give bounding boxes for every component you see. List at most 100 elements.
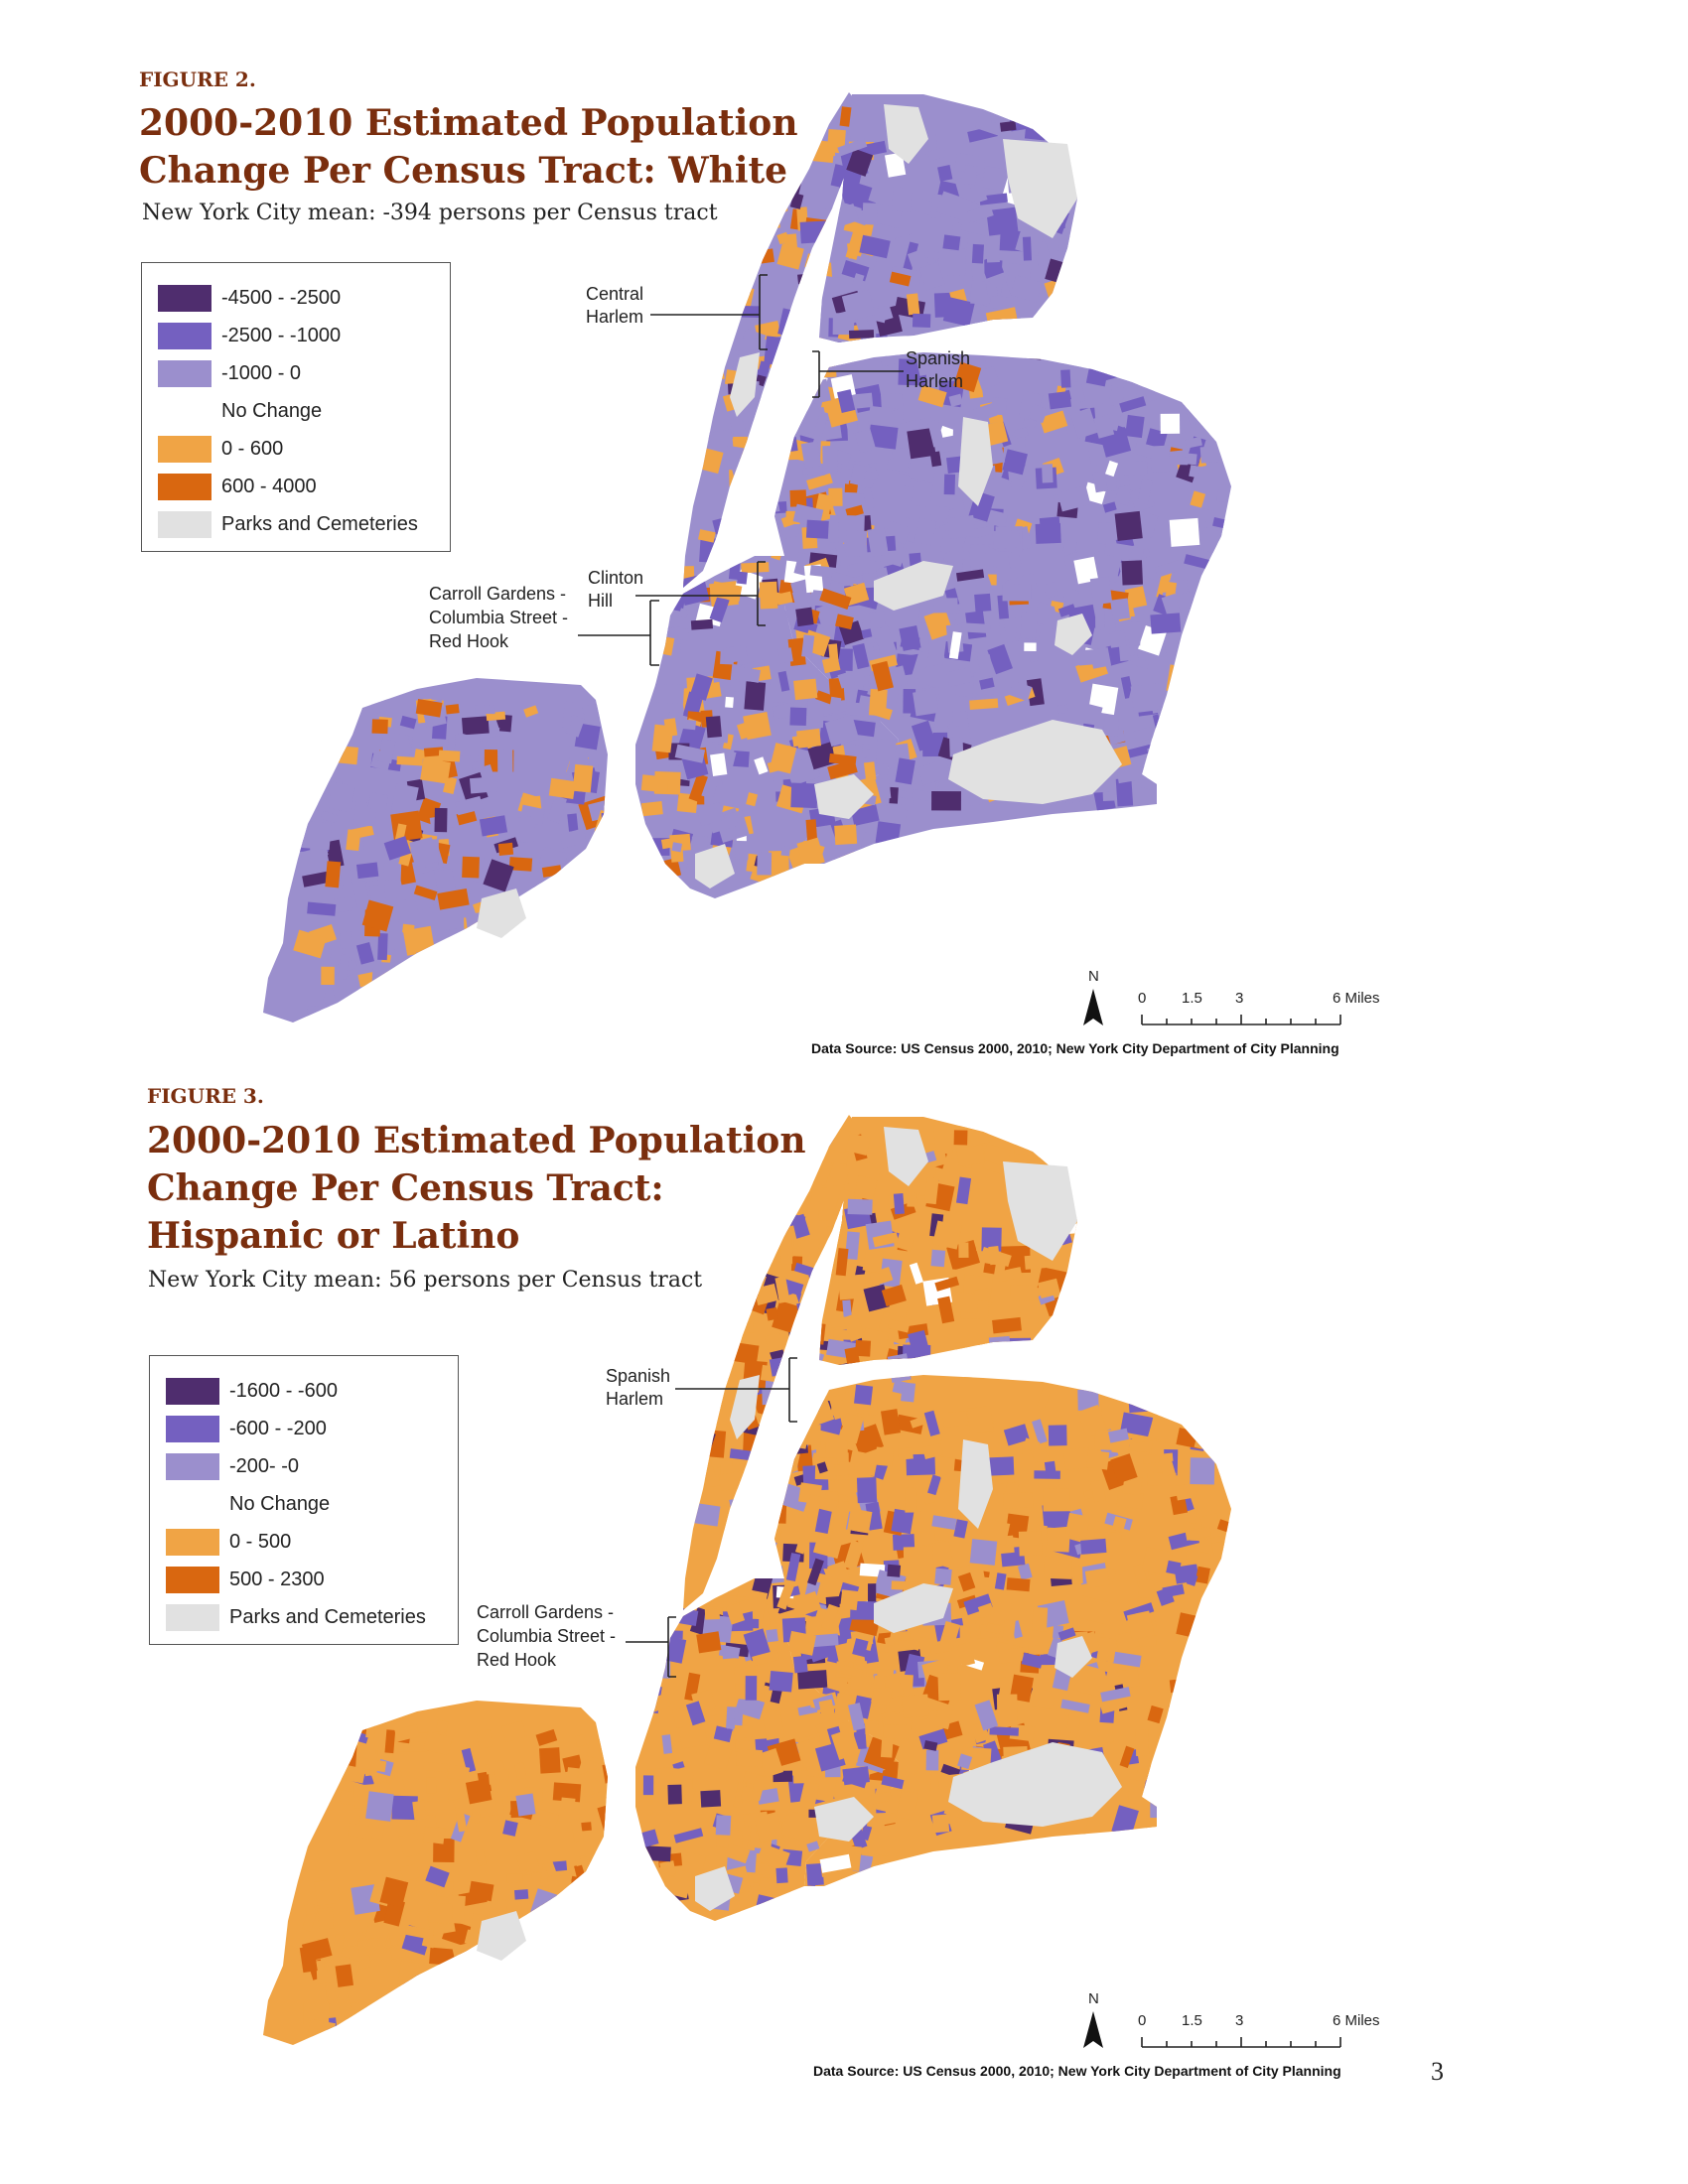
census-tract-patch xyxy=(1063,1334,1093,1365)
census-tract-patch xyxy=(711,252,745,279)
census-tract-patch xyxy=(780,846,790,857)
census-tract-patch xyxy=(1002,1352,1035,1380)
census-tract-patch xyxy=(1043,1488,1071,1512)
census-tract-patch xyxy=(1147,744,1174,762)
census-tract-patch xyxy=(800,441,822,469)
census-tract-patch xyxy=(563,2023,599,2045)
census-tract-patch xyxy=(868,688,888,717)
census-tract-patch xyxy=(469,981,492,993)
census-tract-patch xyxy=(581,971,603,991)
census-tract-patch xyxy=(1064,1512,1090,1540)
callout-central-harlem-line2: Harlem xyxy=(586,307,643,327)
census-tract-patch xyxy=(1189,653,1208,682)
callout-spanish-harlem: Spanish Harlem xyxy=(812,348,970,398)
census-tract-patch xyxy=(777,1385,796,1402)
census-tract-patch xyxy=(535,1728,558,1746)
census-tract-patch xyxy=(497,961,514,979)
census-tract-patch xyxy=(953,361,982,393)
census-tract-patch xyxy=(1060,369,1071,388)
census-tract-patch xyxy=(597,1979,625,2004)
census-tract-patch xyxy=(889,271,912,287)
census-tract-patch xyxy=(421,1937,436,1949)
census-tract-patch xyxy=(643,1845,671,1862)
census-tract-patch xyxy=(790,400,809,427)
census-tract-patch xyxy=(911,720,937,751)
scale-label-6-miles: 6 Miles xyxy=(1333,2012,1380,2029)
census-tract-patch xyxy=(878,1872,897,1900)
census-tract-patch xyxy=(394,2026,423,2045)
census-tract-patch xyxy=(768,402,780,432)
census-tract-patch xyxy=(1216,627,1231,653)
census-tract-patch xyxy=(1108,629,1127,648)
census-tract-patch xyxy=(1039,516,1061,542)
census-tract-patch xyxy=(757,531,778,555)
legend-swatch xyxy=(158,510,211,538)
census-tract-patch xyxy=(839,1413,865,1444)
census-tract-patch xyxy=(796,728,822,749)
census-tract-patch xyxy=(511,970,539,987)
census-tract-patch xyxy=(323,733,341,748)
census-tract-patch xyxy=(770,1411,791,1430)
census-tract-patch xyxy=(553,970,586,1002)
census-tract-patch xyxy=(386,978,415,1000)
census-tract-patch xyxy=(766,1306,779,1321)
census-tract-patch xyxy=(830,260,841,278)
census-tract-patch xyxy=(1010,478,1025,491)
census-tract-patch xyxy=(1006,1337,1032,1357)
census-tract-patch xyxy=(1176,1752,1195,1765)
figure-2-title-line2: Change Per Census Tract: White xyxy=(139,150,788,192)
census-tract-patch xyxy=(387,1009,418,1023)
census-tract-patch xyxy=(423,1731,453,1756)
census-tract-patch xyxy=(409,837,439,868)
census-tract-patch xyxy=(1071,306,1089,332)
census-tract-patch xyxy=(567,813,579,832)
census-tract-patch xyxy=(937,1673,962,1702)
census-tract-patch xyxy=(1015,1125,1027,1139)
census-tract-patch xyxy=(1065,120,1085,135)
census-tract-patch xyxy=(1105,460,1119,478)
census-tract-patch xyxy=(818,1209,844,1221)
census-tract-patch xyxy=(582,703,602,723)
census-tract-patch xyxy=(1204,713,1231,726)
census-tract-patch xyxy=(906,293,920,316)
callout-clinton-hill-line2: Hill xyxy=(588,591,613,611)
census-tract-patch xyxy=(813,412,829,437)
census-tract-patch xyxy=(1163,1807,1185,1818)
census-tract-patch xyxy=(880,351,911,367)
census-tract-patch xyxy=(1191,1638,1215,1656)
census-tract-patch xyxy=(518,816,536,843)
census-tract-patch xyxy=(875,1446,895,1467)
census-tract-patch xyxy=(744,681,767,711)
census-tract-patch xyxy=(696,1631,722,1654)
legend-item: No Change xyxy=(158,392,436,430)
census-tract-patch xyxy=(333,2031,360,2045)
census-tract-patch xyxy=(875,821,902,847)
callout-carroll-gardens-fig3: Carroll Gardens - Columbia Street - Red … xyxy=(477,1602,676,1678)
census-tract-patch xyxy=(1116,1490,1144,1510)
census-tract-patch xyxy=(1010,275,1043,303)
legend-item: -1000 - 0 xyxy=(158,354,436,392)
census-tract-patch xyxy=(595,888,610,906)
census-tract-patch xyxy=(479,815,508,837)
census-tract-patch xyxy=(1195,732,1220,760)
census-tract-patch xyxy=(1024,327,1051,353)
legend-swatch xyxy=(166,1603,219,1631)
census-tract-patch xyxy=(987,643,1013,675)
census-tract-patch xyxy=(835,614,854,630)
census-tract-patch xyxy=(475,1848,487,1866)
census-tract-patch xyxy=(1057,704,1068,715)
census-tract-patch xyxy=(1110,598,1131,620)
census-tract-patch xyxy=(1185,359,1215,380)
census-tract-patch xyxy=(1013,427,1029,439)
census-tract-patch xyxy=(796,1299,820,1329)
census-tract-patch xyxy=(355,862,379,880)
census-tract-patch xyxy=(678,608,689,619)
census-tract-patch xyxy=(694,349,710,374)
census-tract-patch xyxy=(1211,1717,1231,1737)
map-figure-3: Spanish Harlem Carroll Gardens - Columbi… xyxy=(263,1115,1380,2048)
census-tract-patch xyxy=(462,983,485,1009)
census-tract-patch xyxy=(443,1977,476,1997)
census-tract-patch xyxy=(584,1944,609,1966)
census-tract-patch xyxy=(909,1262,923,1285)
census-tract-patch xyxy=(1147,1472,1177,1486)
